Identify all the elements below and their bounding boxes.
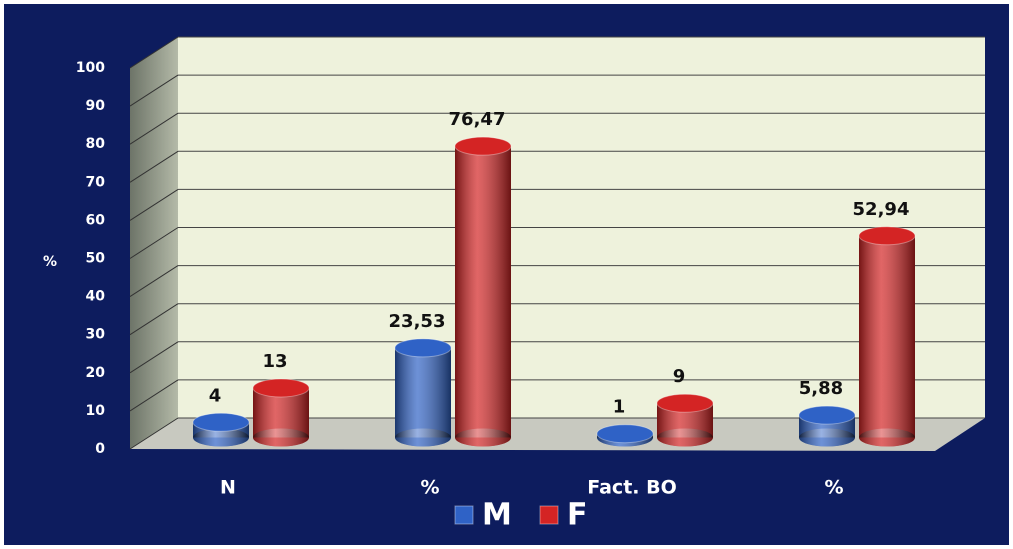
bar-top bbox=[394, 338, 452, 358]
x-tick-label: % bbox=[420, 477, 439, 499]
y-tick-label: 60 bbox=[86, 212, 106, 228]
x-tick-label: % bbox=[824, 477, 843, 499]
bar-top bbox=[596, 424, 654, 444]
side-grid-line bbox=[129, 150, 179, 183]
bar-shade bbox=[455, 146, 511, 438]
side-grid-line bbox=[129, 36, 179, 69]
bar-shade bbox=[859, 235, 915, 438]
bar-top bbox=[798, 405, 856, 425]
y-tick-label: 70 bbox=[86, 174, 106, 190]
value-label: 1 bbox=[613, 397, 626, 418]
floor bbox=[130, 418, 985, 451]
y-tick-label: 30 bbox=[86, 327, 106, 343]
y-tick-label: 100 bbox=[76, 60, 105, 76]
side-grid-line bbox=[129, 341, 179, 374]
value-label: 23,53 bbox=[389, 311, 446, 332]
side-grid-line bbox=[129, 379, 179, 412]
side-grid-line bbox=[129, 265, 179, 298]
value-label: 13 bbox=[262, 351, 287, 372]
legend-label: F bbox=[567, 498, 588, 533]
value-label: 9 bbox=[673, 366, 686, 387]
side-grid-line bbox=[129, 74, 179, 107]
value-label: 4 bbox=[209, 385, 222, 406]
legend-label: M bbox=[482, 498, 512, 533]
y-tick-label: 0 bbox=[95, 441, 105, 457]
y-tick-label: 90 bbox=[86, 98, 106, 114]
bar-shade bbox=[395, 347, 451, 438]
value-label: 52,94 bbox=[853, 199, 910, 220]
side-grid-line bbox=[129, 417, 179, 450]
value-label: 5,88 bbox=[799, 378, 843, 399]
y-tick-label: 40 bbox=[86, 289, 106, 305]
side-grid-line bbox=[129, 303, 179, 336]
value-label: 76,47 bbox=[449, 109, 506, 130]
y-tick-label: 20 bbox=[86, 365, 106, 381]
x-tick-label: N bbox=[220, 477, 236, 499]
bar-top bbox=[252, 378, 310, 398]
bar-top bbox=[454, 136, 512, 156]
y-tick-label: 80 bbox=[86, 136, 106, 152]
y-axis-label: % bbox=[43, 254, 57, 270]
bar-top bbox=[192, 412, 250, 432]
legend-swatch bbox=[454, 505, 474, 525]
bar-top bbox=[656, 393, 714, 413]
side-grid-line bbox=[129, 227, 179, 259]
y-tick-label: 50 bbox=[86, 251, 106, 267]
legend-swatch bbox=[539, 505, 559, 525]
y-tick-label: 10 bbox=[86, 403, 106, 419]
side-grid-line bbox=[129, 188, 179, 221]
x-tick-label: Fact. BO bbox=[587, 477, 677, 499]
side-grid-line bbox=[129, 112, 179, 145]
bar-top bbox=[858, 226, 916, 246]
